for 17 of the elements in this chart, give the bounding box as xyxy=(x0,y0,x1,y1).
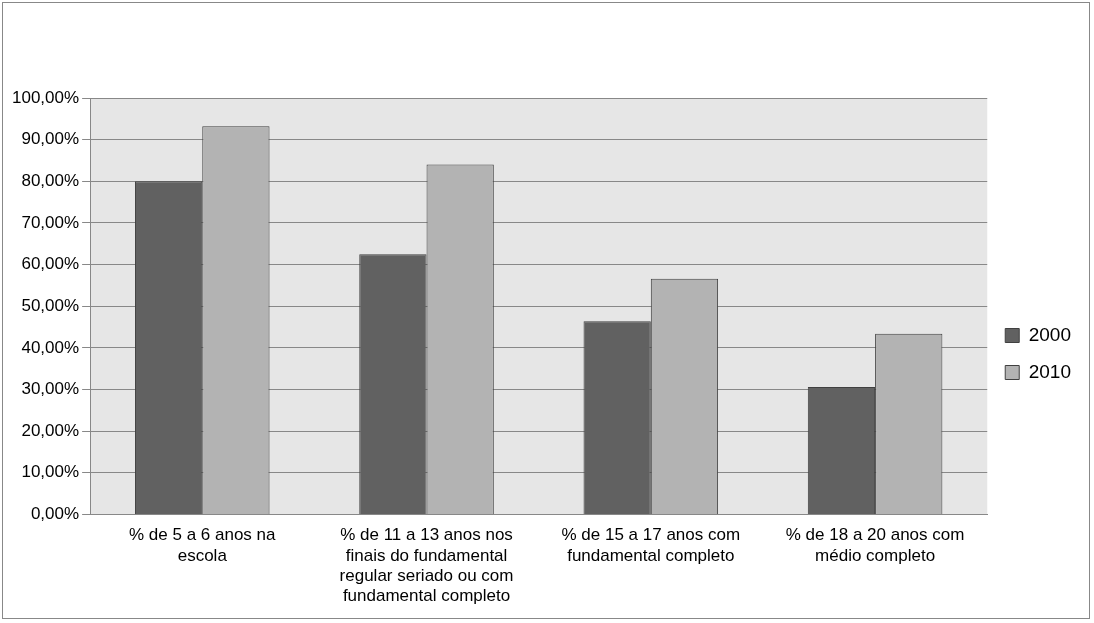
y-tick-label: 30,00% xyxy=(21,379,80,399)
y-tick-label: 50,00% xyxy=(21,295,80,315)
x-tick-label: % de 15 a 17 anos com fundamental completo xyxy=(561,525,741,565)
legend-label: 2000 xyxy=(1028,323,1072,345)
y-tick-label: 100,00% xyxy=(11,87,80,107)
x-tick-label: % de 18 a 20 anos com médio completo xyxy=(785,525,965,565)
y-tick-label: 80,00% xyxy=(21,170,80,190)
y-tick-label: 70,00% xyxy=(21,212,80,232)
x-tick-label: % de 11 a 13 anos nos finais do fundamental regular seriado ou com fundamental completo xyxy=(339,525,514,606)
x-tick-label: % de 5 a 6 anos na escola xyxy=(128,525,277,565)
y-tick-label: 0,00% xyxy=(30,504,80,524)
y-tick-label: 10,00% xyxy=(21,462,80,482)
y-tick-label: 40,00% xyxy=(21,337,80,357)
legend-label: 2010 xyxy=(1028,360,1072,382)
y-tick-label: 90,00% xyxy=(21,129,80,149)
y-tick-label: 20,00% xyxy=(21,420,80,440)
y-tick-label: 60,00% xyxy=(21,254,80,274)
